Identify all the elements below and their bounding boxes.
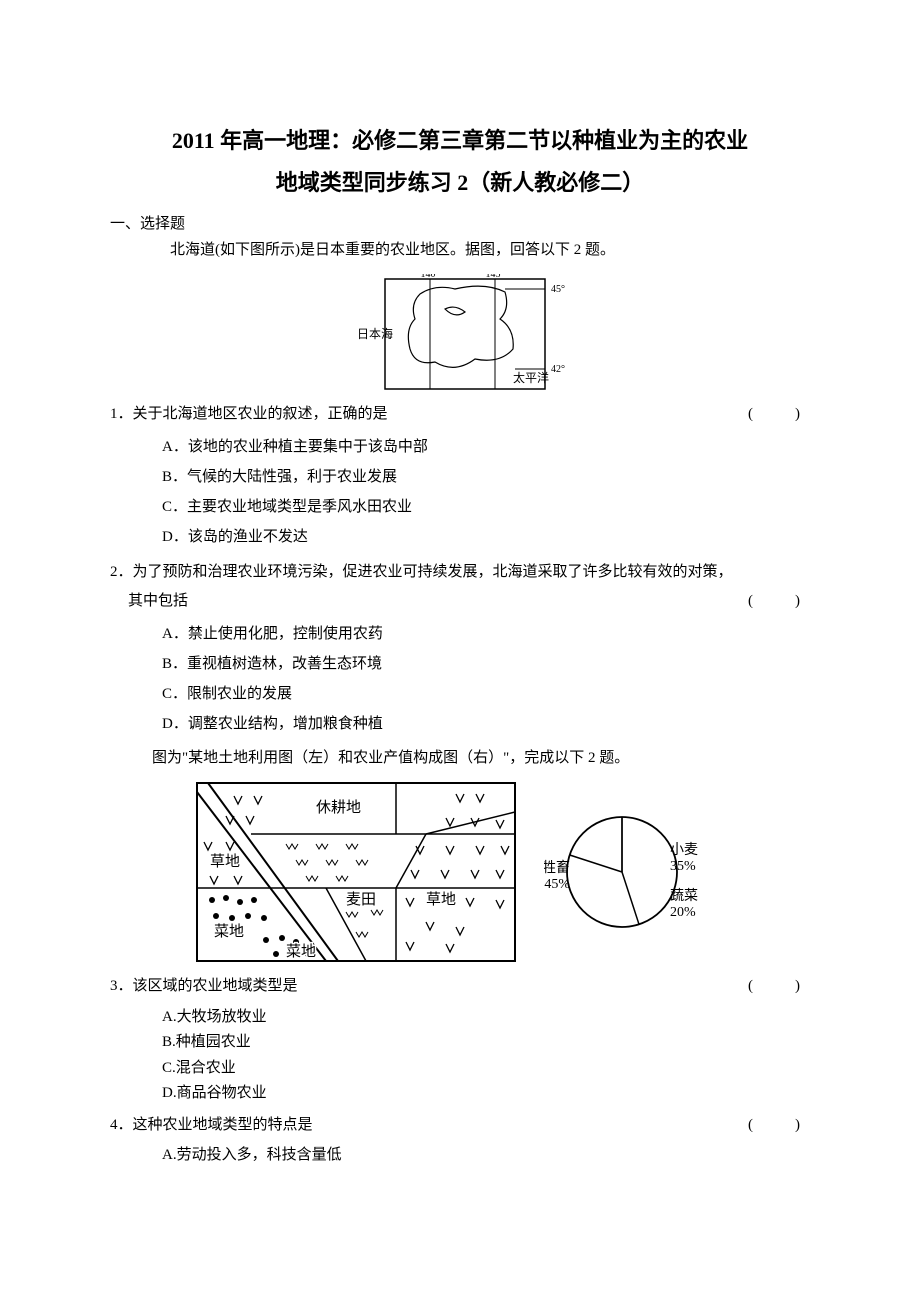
q4-opt-a: A.劳动投入多，科技含量低 [162, 1143, 810, 1169]
svg-text:牲畜: 牲畜 [544, 860, 570, 876]
q4-stem: 4．这种农业地域类型的特点是 ( ) [110, 1111, 810, 1140]
svg-text:45%: 45% [544, 877, 570, 892]
q3-opt-d: D.商品谷物农业 [162, 1081, 810, 1107]
svg-text:20%: 20% [670, 905, 696, 920]
q2-opt-a: A．禁止使用化肥，控制使用农药 [162, 619, 810, 649]
q1-opt-b: B．气候的大陆性强，利于农业发展 [162, 462, 810, 492]
q3-opt-b: B.种植园农业 [162, 1030, 810, 1056]
q2-opt-c: C．限制农业的发展 [162, 679, 810, 709]
svg-text:菜地: 菜地 [214, 923, 244, 940]
svg-text:140°: 140° [421, 274, 440, 280]
svg-text:太平洋: 太平洋 [513, 370, 549, 385]
q2-opt-d: D．调整农业结构，增加粮食种植 [162, 709, 810, 739]
q1-stem: 1．关于北海道地区农业的叙述，正确的是 ( ) [110, 400, 810, 429]
q3-stem: 3．该区域的农业地域类型是 ( ) [110, 972, 810, 1001]
svg-text:蔬菜: 蔬菜 [670, 888, 698, 904]
page-title: 2011 年高一地理：必修二第三章第二节以种植业为主的农业 地域类型同步练习 2… [110, 120, 810, 204]
section-heading: 一、选择题 [110, 212, 810, 233]
q2-opt-b: B．重视植树造林，改善生态环境 [162, 649, 810, 679]
svg-text:35%: 35% [670, 859, 696, 874]
pie-chart: 牲畜45% 小麦35% 蔬菜20% [544, 792, 724, 952]
q1-opt-c: C．主要农业地域类型是季风水田农业 [162, 492, 810, 522]
svg-text:草地: 草地 [426, 891, 456, 908]
intro-2: 图为"某地土地利用图（左）和农业产值构成图（右）"，完成以下 2 题。 [152, 745, 810, 772]
svg-text:日本海: 日本海 [357, 326, 393, 341]
landuse-map: 休耕地 草地 草地 麦田 菜地 菜地 菜地 菜地 [196, 782, 516, 962]
svg-text:草地: 草地 [210, 853, 240, 870]
q1-opt-d: D．该岛的渔业不发达 [162, 522, 810, 552]
q2-stem: 2．为了预防和治理农业环境污染，促进农业可持续发展，北海道采取了许多比较有效的对… [110, 558, 810, 615]
q3-opt-c: C.混合农业 [162, 1056, 810, 1082]
title-line-1: 2011 年高一地理：必修二第三章第二节以种植业为主的农业 [172, 128, 748, 153]
answer-blank: ( ) [748, 587, 804, 616]
svg-text:麦田: 麦田 [346, 891, 376, 908]
intro-1: 北海道(如下图所示)是日本重要的农业地区。据图，回答以下 2 题。 [170, 237, 810, 264]
svg-text:42°: 42° [551, 364, 565, 375]
answer-blank: ( ) [748, 1111, 804, 1140]
svg-text:145°: 145° [486, 274, 505, 280]
q3-opt-a: A.大牧场放牧业 [162, 1005, 810, 1031]
hokkaido-map: 140° 145° 45° 42° 日本海 太平洋 [110, 274, 810, 394]
q1-opt-a: A．该地的农业种植主要集中于该岛中部 [162, 432, 810, 462]
answer-blank: ( ) [748, 972, 804, 1001]
svg-text:45°: 45° [551, 284, 565, 295]
answer-blank: ( ) [748, 400, 804, 429]
svg-text:休耕地: 休耕地 [316, 798, 361, 816]
title-line-2: 地域类型同步练习 2（新人教必修二） [276, 170, 645, 195]
svg-text:小麦: 小麦 [670, 842, 698, 858]
svg-text:菜地: 菜地 [286, 943, 316, 960]
